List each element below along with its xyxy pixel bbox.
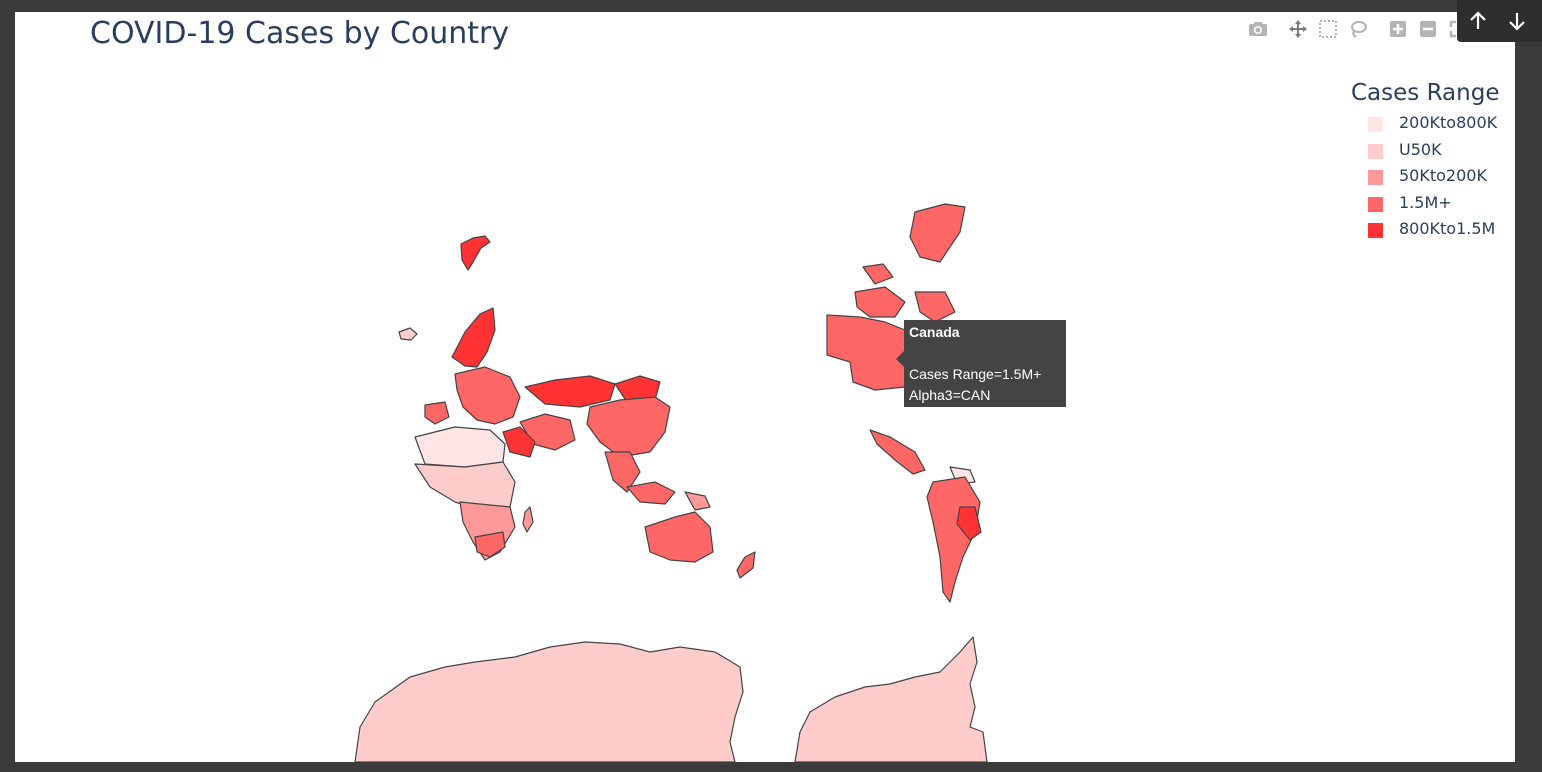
legend-label: 800Kto1.5M <box>1399 219 1496 238</box>
region-brazil[interactable] <box>956 506 982 541</box>
region-china[interactable] <box>586 396 671 458</box>
legend-swatch <box>1368 196 1383 212</box>
tooltip-arrow <box>896 350 905 368</box>
region-south-america[interactable] <box>926 476 981 603</box>
box-select-icon[interactable] <box>1317 18 1339 40</box>
legend-swatch <box>1368 143 1383 159</box>
region-scandinavia[interactable] <box>451 307 496 368</box>
cell-nav-buttons <box>1457 0 1542 42</box>
legend-label: 50Kto200K <box>1399 166 1487 185</box>
legend-item[interactable]: 800Kto1.5M <box>1351 218 1511 245</box>
region-greenland[interactable] <box>460 235 491 271</box>
legend-swatch <box>1368 117 1383 132</box>
legend-swatch <box>1368 223 1383 238</box>
legend: Cases Range 200Kto800K U50K 50Kto200K 1.… <box>1351 80 1511 245</box>
tooltip-country: Canada <box>909 324 960 340</box>
region-north-africa[interactable] <box>414 426 506 468</box>
hover-tooltip: Canada Cases Range=1.5M+ Alpha3=CAN <box>896 320 1066 407</box>
pan-icon[interactable] <box>1287 18 1309 40</box>
region-antarctica-east[interactable] <box>794 636 988 762</box>
legend-item[interactable]: 200Kto800K <box>1351 112 1511 139</box>
zoom-out-icon[interactable] <box>1417 18 1439 40</box>
region-arctic-islands-4[interactable] <box>914 291 956 323</box>
legend-item[interactable]: U50K <box>1351 139 1511 166</box>
tooltip-range: Cases Range=1.5M+ <box>909 366 1042 382</box>
tooltip-alpha3: Alpha3=CAN <box>909 387 991 403</box>
lasso-select-icon[interactable] <box>1347 18 1369 40</box>
region-new-zealand[interactable] <box>736 551 756 579</box>
legend-swatch <box>1368 170 1383 185</box>
region-arctic-islands-2[interactable] <box>854 286 906 318</box>
region-indonesia[interactable] <box>626 481 676 505</box>
region-philippines[interactable] <box>684 491 711 511</box>
region-europe[interactable] <box>454 366 521 425</box>
region-south-asia[interactable] <box>604 451 641 493</box>
legend-label: U50K <box>1399 139 1442 159</box>
arrow-down-icon[interactable] <box>1503 7 1531 35</box>
region-south-africa[interactable] <box>474 531 506 558</box>
zoom-in-icon[interactable] <box>1387 18 1409 40</box>
legend-item[interactable]: 1.5M+ <box>1351 192 1511 219</box>
region-russia[interactable] <box>524 375 616 408</box>
camera-icon[interactable] <box>1247 18 1269 40</box>
region-arctic-islands-3[interactable] <box>862 263 894 285</box>
legend-label: 200Kto800K <box>1399 113 1498 132</box>
choropleth-map[interactable] <box>15 12 1515 762</box>
map-figure: COVID-19 Cases by Country Cases Range 20… <box>15 12 1515 762</box>
region-madagascar[interactable] <box>522 506 534 533</box>
region-iberia[interactable] <box>424 401 450 425</box>
chart-title: COVID-19 Cases by Country <box>90 16 510 51</box>
legend-title: Cases Range <box>1351 80 1500 106</box>
arrow-up-icon[interactable] <box>1464 7 1492 35</box>
legend-item[interactable]: 50Kto200K <box>1351 165 1511 192</box>
region-antarctica-west[interactable] <box>354 641 744 762</box>
region-arctic-islands[interactable] <box>909 203 966 263</box>
region-central-america[interactable] <box>869 429 926 475</box>
legend-label: 1.5M+ <box>1399 192 1452 212</box>
region-iceland[interactable] <box>398 327 418 341</box>
region-australia[interactable] <box>644 511 714 563</box>
modebar <box>1243 16 1503 42</box>
region-arabia[interactable] <box>502 426 536 458</box>
